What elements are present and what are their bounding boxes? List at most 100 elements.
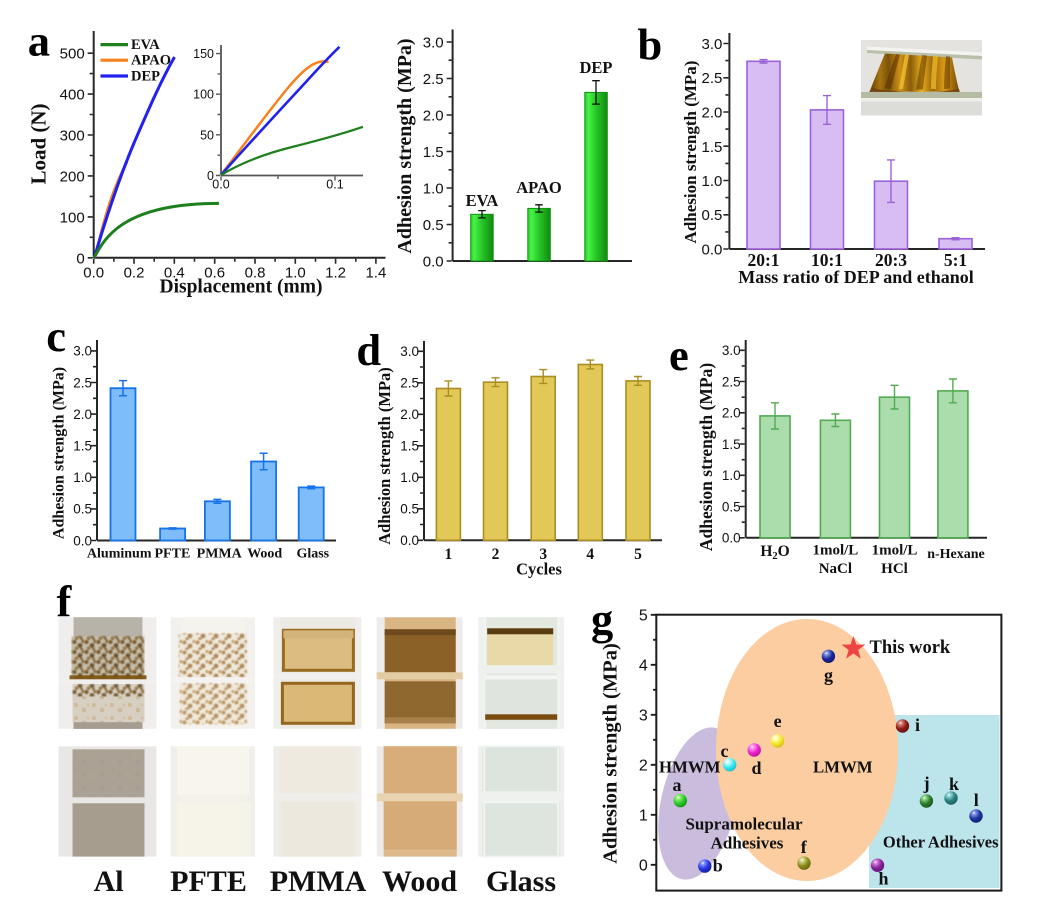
svg-text:1: 1 — [639, 807, 648, 824]
svg-text:Other Adhesives: Other Adhesives — [883, 833, 999, 852]
svg-text:400: 400 — [60, 87, 85, 104]
svg-text:EVA: EVA — [131, 37, 160, 53]
svg-text:h: h — [878, 869, 888, 889]
svg-text:HMWM: HMWM — [659, 758, 721, 777]
svg-text:1.5: 1.5 — [400, 439, 419, 454]
svg-text:5: 5 — [634, 546, 642, 563]
svg-text:Glass: Glass — [486, 865, 556, 898]
svg-text:1.0: 1.0 — [73, 470, 92, 485]
svg-text:2.0: 2.0 — [73, 407, 92, 422]
svg-text:20:3: 20:3 — [875, 250, 907, 270]
svg-text:DEP: DEP — [131, 69, 160, 85]
svg-text:APAO: APAO — [131, 53, 171, 69]
svg-text:3: 3 — [639, 707, 648, 724]
svg-text:EVA: EVA — [466, 191, 499, 210]
svg-text:2: 2 — [639, 757, 648, 774]
svg-text:NaCl: NaCl — [819, 561, 852, 577]
svg-text:0.5: 0.5 — [400, 502, 419, 517]
svg-text:1mol/L: 1mol/L — [812, 543, 858, 559]
svg-text:1.5: 1.5 — [73, 439, 92, 454]
svg-text:0.0: 0.0 — [423, 254, 444, 271]
svg-text:PFTE: PFTE — [155, 547, 191, 562]
svg-text:0.6: 0.6 — [204, 265, 225, 282]
svg-text:Wood: Wood — [382, 865, 457, 898]
svg-text:0.5: 0.5 — [73, 502, 92, 517]
svg-text:0.0: 0.0 — [702, 242, 723, 259]
svg-text:0.0: 0.0 — [722, 531, 741, 546]
svg-text:f: f — [57, 576, 73, 626]
svg-text:g: g — [824, 665, 833, 685]
svg-text:1: 1 — [445, 546, 453, 563]
svg-text:2: 2 — [492, 546, 500, 563]
svg-text:2.5: 2.5 — [722, 374, 741, 389]
svg-text:5:1: 5:1 — [944, 250, 967, 270]
svg-text:b: b — [638, 19, 663, 69]
svg-text:Adhesion strength (MPa): Adhesion strength (MPa) — [600, 643, 622, 864]
svg-text:0: 0 — [207, 169, 214, 183]
svg-text:0.5: 0.5 — [722, 499, 741, 514]
svg-text:a: a — [673, 775, 682, 795]
svg-text:2.0: 2.0 — [702, 105, 723, 122]
svg-text:Adhesives: Adhesives — [711, 834, 784, 853]
svg-text:Adhesion strength (MPa): Adhesion strength (MPa) — [375, 367, 394, 545]
svg-text:20:1: 20:1 — [747, 250, 779, 270]
svg-text:Aluminum: Aluminum — [87, 547, 152, 562]
svg-text:0: 0 — [76, 250, 84, 267]
svg-text:0.1: 0.1 — [326, 178, 343, 192]
svg-text:k: k — [949, 774, 959, 794]
svg-text:3: 3 — [539, 546, 547, 563]
svg-text:0.8: 0.8 — [245, 265, 266, 282]
svg-text:Adhesion strength (MPa): Adhesion strength (MPa) — [51, 367, 68, 539]
svg-text:H2O: H2O — [760, 543, 789, 562]
svg-text:3.0: 3.0 — [423, 35, 444, 52]
svg-text:Supramolecular: Supramolecular — [685, 815, 803, 834]
svg-text:2.5: 2.5 — [400, 376, 419, 391]
svg-text:1.5: 1.5 — [722, 437, 741, 452]
svg-text:PFTE: PFTE — [170, 865, 247, 898]
svg-text:200: 200 — [60, 168, 85, 185]
svg-text:0.5: 0.5 — [702, 207, 723, 224]
svg-text:Load (N): Load (N) — [27, 103, 51, 184]
svg-text:HCl: HCl — [881, 561, 908, 577]
svg-text:3.0: 3.0 — [722, 343, 741, 358]
svg-text:2.5: 2.5 — [702, 70, 723, 87]
svg-text:Adhesion strength (MPa): Adhesion strength (MPa) — [394, 38, 416, 253]
svg-text:1.5: 1.5 — [702, 139, 723, 156]
svg-text:300: 300 — [60, 128, 85, 145]
svg-text:1mol/L: 1mol/L — [872, 543, 918, 559]
svg-text:LMWM: LMWM — [813, 758, 873, 777]
svg-text:APAO: APAO — [516, 178, 562, 197]
svg-text:3.0: 3.0 — [702, 36, 723, 53]
svg-text:1.4: 1.4 — [365, 265, 386, 282]
svg-text:10:1: 10:1 — [811, 250, 843, 270]
svg-text:Adhesion strength (MPa): Adhesion strength (MPa) — [696, 363, 716, 551]
svg-text:e: e — [669, 330, 689, 380]
svg-text:d: d — [751, 758, 761, 778]
svg-text:Displacement (mm): Displacement (mm) — [160, 277, 323, 298]
svg-text:PMMA: PMMA — [270, 865, 367, 898]
svg-text:PMMA: PMMA — [197, 547, 243, 562]
svg-text:Adhesion strength (MPa): Adhesion strength (MPa) — [681, 61, 700, 244]
svg-text:0.2: 0.2 — [124, 265, 145, 282]
svg-text:150: 150 — [193, 47, 214, 61]
svg-text:1.2: 1.2 — [325, 265, 346, 282]
svg-text:3.0: 3.0 — [400, 344, 419, 359]
svg-text:j: j — [923, 773, 930, 793]
svg-text:g: g — [591, 594, 613, 644]
svg-text:1.5: 1.5 — [423, 144, 444, 161]
svg-text:1.0: 1.0 — [702, 173, 723, 190]
svg-text:n-Hexane: n-Hexane — [927, 547, 985, 562]
svg-text:2.0: 2.0 — [423, 108, 444, 125]
svg-text:Al: Al — [94, 865, 124, 898]
svg-text:0.0: 0.0 — [83, 265, 104, 282]
svg-text:0.5: 0.5 — [423, 217, 444, 234]
svg-text:0.0: 0.0 — [400, 533, 419, 548]
svg-text:l: l — [974, 790, 979, 810]
svg-text:5: 5 — [639, 607, 648, 624]
svg-text:d: d — [356, 325, 381, 375]
svg-text:4: 4 — [586, 546, 594, 563]
svg-text:c: c — [46, 311, 66, 361]
svg-text:f: f — [801, 837, 808, 857]
svg-text:4: 4 — [639, 657, 648, 674]
svg-text:3.0: 3.0 — [73, 344, 92, 359]
